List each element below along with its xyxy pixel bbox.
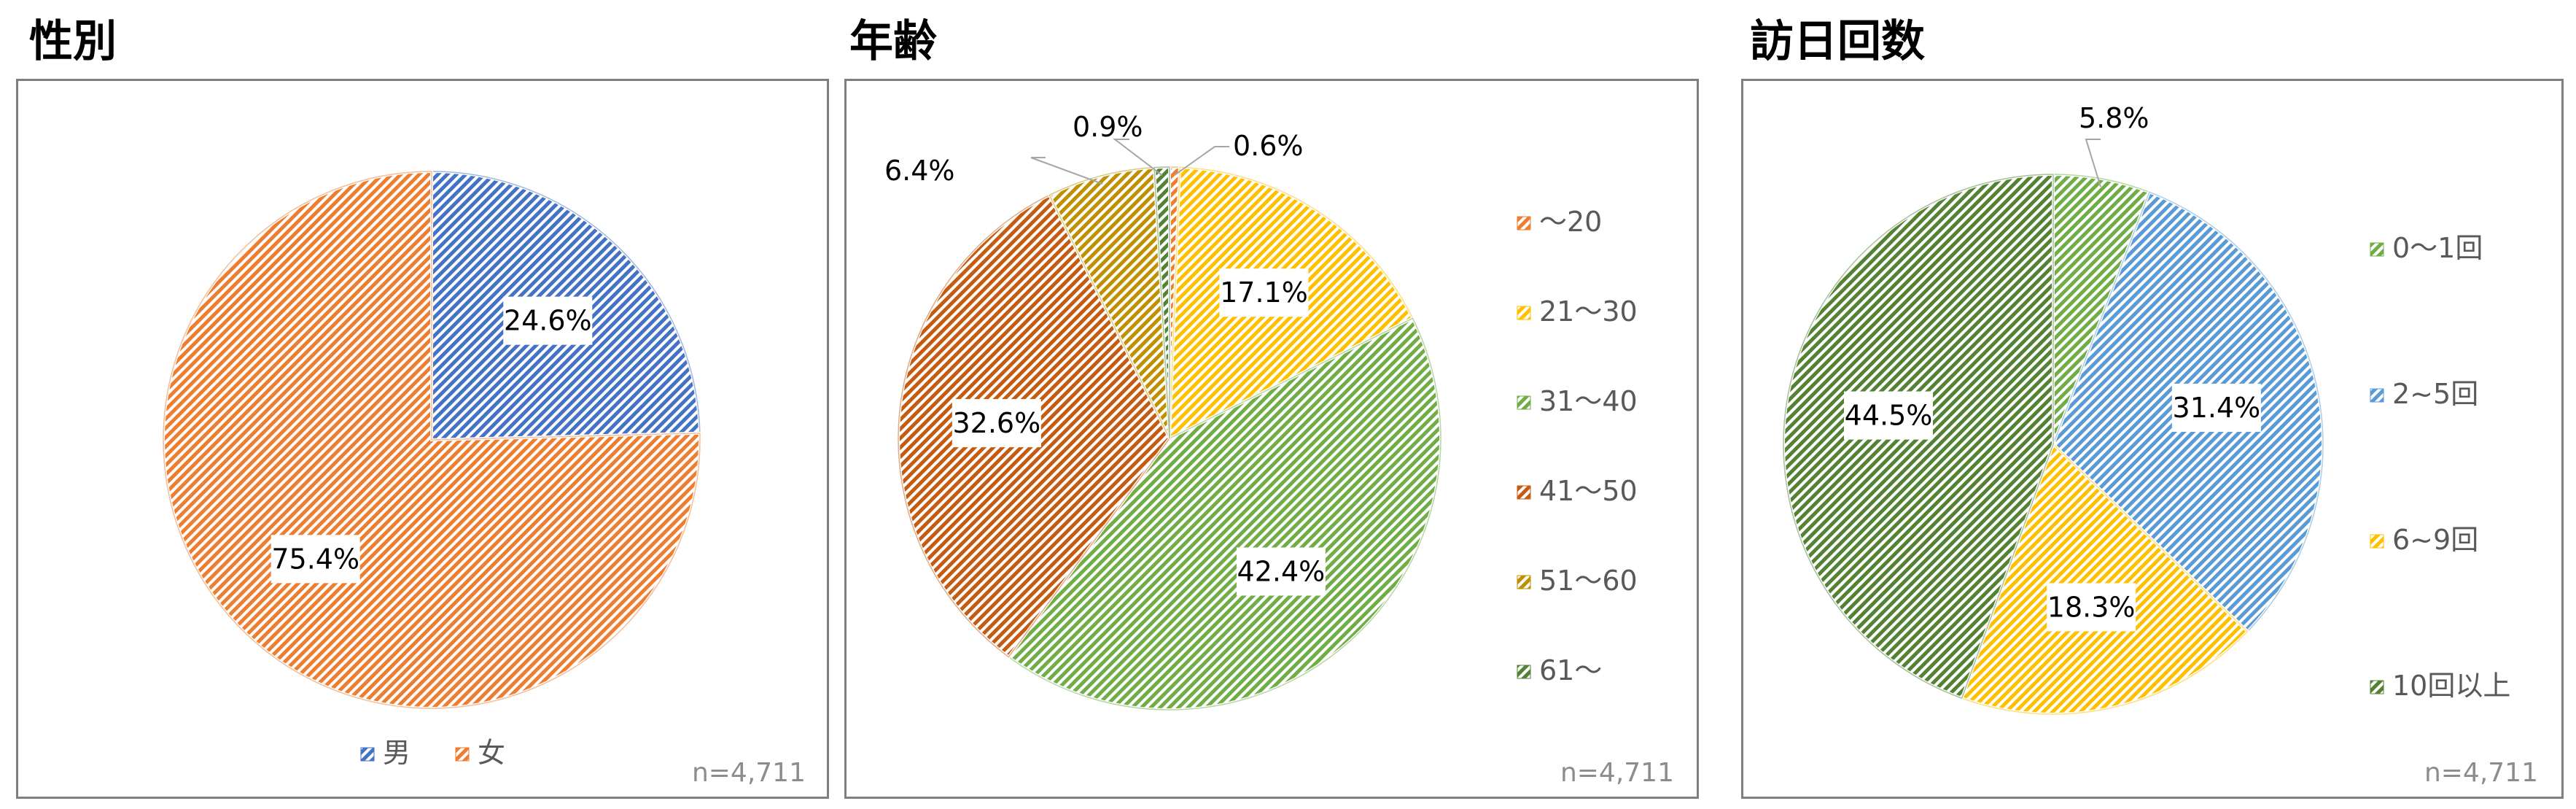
legend-swatch-item-5	[1517, 665, 1531, 679]
legend-label-item-0: ～20	[1539, 206, 1602, 238]
legend-swatch-item-2	[1517, 395, 1531, 410]
legend-swatch-item-0	[360, 747, 375, 762]
chart-title-age: 年齢	[849, 16, 937, 67]
data-label-box	[503, 296, 593, 345]
data-label-box	[1236, 547, 1326, 596]
data-label-box	[271, 535, 360, 584]
legend-label-item-1: 2~5回	[2392, 378, 2478, 410]
legend-swatch-item-1	[2370, 388, 2384, 403]
data-label-item-2: 18.3%	[2047, 591, 2136, 623]
data-label-item-0: 0.6%	[1233, 130, 1304, 162]
data-label-box	[2047, 583, 2136, 632]
legend-label-item-0: 男	[383, 737, 410, 769]
data-label-item-5: 0.9%	[1073, 111, 1143, 143]
legend-label-item-5: 61～	[1539, 654, 1602, 686]
age-chart-panel: 0.6% 17.1% 42.4% 32.6% 6.4% 0.9% ～20 21～30 31～40…	[844, 79, 1699, 799]
chart-title-visits: 訪日回数	[1750, 16, 1925, 67]
legend-swatch-item-0	[1517, 216, 1531, 231]
data-label-item-2: 42.4%	[1237, 555, 1326, 587]
legend-label-item-1: 女	[478, 737, 505, 769]
sample-size-note: n=4,711	[2424, 758, 2538, 788]
data-label-item-4: 6.4%	[884, 155, 955, 187]
leader-line	[1030, 157, 1103, 185]
data-label-box	[2171, 383, 2261, 432]
data-label-item-1: 17.1%	[1220, 276, 1308, 309]
legend: ～20 21～30 31～40 41～50 51～60 61～	[1517, 206, 1638, 686]
leader-line	[2085, 139, 2101, 187]
gender-pie-svg: 24.6%75.4%男 女n=4,711	[162, 169, 806, 788]
data-label-item-1: 31.4%	[2173, 392, 2261, 424]
legend-label-item-2: 6~9回	[2392, 524, 2478, 556]
legend-label-item-2: 31～40	[1539, 385, 1638, 417]
sample-size-note: n=4,711	[1560, 758, 1674, 788]
legend-label-item-3: 41～50	[1539, 475, 1638, 507]
legend-swatch-item-3	[2370, 680, 2384, 694]
data-label-item-1: 75.4%	[271, 543, 359, 575]
data-label-item-0: 24.6%	[504, 305, 592, 337]
leader-line	[1174, 146, 1229, 177]
data-label-item-3: 44.5%	[1845, 400, 1933, 432]
legend-swatch-item-1	[1517, 306, 1531, 320]
data-label-item-3: 32.6%	[952, 407, 1040, 439]
data-label-box	[1219, 268, 1309, 317]
legend-label-item-4: 51～60	[1539, 565, 1638, 597]
sample-size-note: n=4,711	[692, 758, 806, 788]
leader-line	[1113, 139, 1163, 177]
age-pie-svg: 0.6% 17.1% 42.4% 32.6% 6.4% 0.9% ～20 21～30 31～40…	[884, 111, 1674, 788]
legend-swatch-item-0	[2370, 242, 2384, 257]
pie-slices	[162, 169, 701, 710]
chart-title-gender: 性別	[29, 16, 117, 67]
visits-chart-panel: 5.8% 31.4% 18.3% 44.5% 0～1回 2~5回 6~9回 10回以上 n=4,…	[1741, 79, 2564, 799]
data-label-item-0: 5.8%	[2079, 102, 2149, 134]
legend-swatch-item-1	[455, 747, 470, 762]
pie-slices	[1782, 172, 2324, 716]
legend: 0～1回 2~5回 6~9回 10回以上	[2370, 232, 2510, 702]
legend-label-item-3: 10回以上	[2392, 670, 2510, 702]
data-label-box	[952, 399, 1041, 448]
data-label-box	[1844, 391, 1934, 440]
legend-label-item-1: 21～30	[1539, 295, 1638, 328]
legend: 男女	[360, 737, 505, 769]
legend-swatch-item-3	[1517, 485, 1531, 500]
legend-label-item-0: 0～1回	[2392, 232, 2483, 264]
legend-swatch-item-2	[2370, 534, 2384, 549]
visits-pie-svg: 5.8% 31.4% 18.3% 44.5% 0～1回 2~5回 6~9回 10回以上 n=4,…	[1782, 102, 2538, 788]
legend-swatch-item-4	[1517, 575, 1531, 589]
gender-chart-panel: 24.6% 75.4% 男女 n=4,711	[16, 79, 829, 799]
